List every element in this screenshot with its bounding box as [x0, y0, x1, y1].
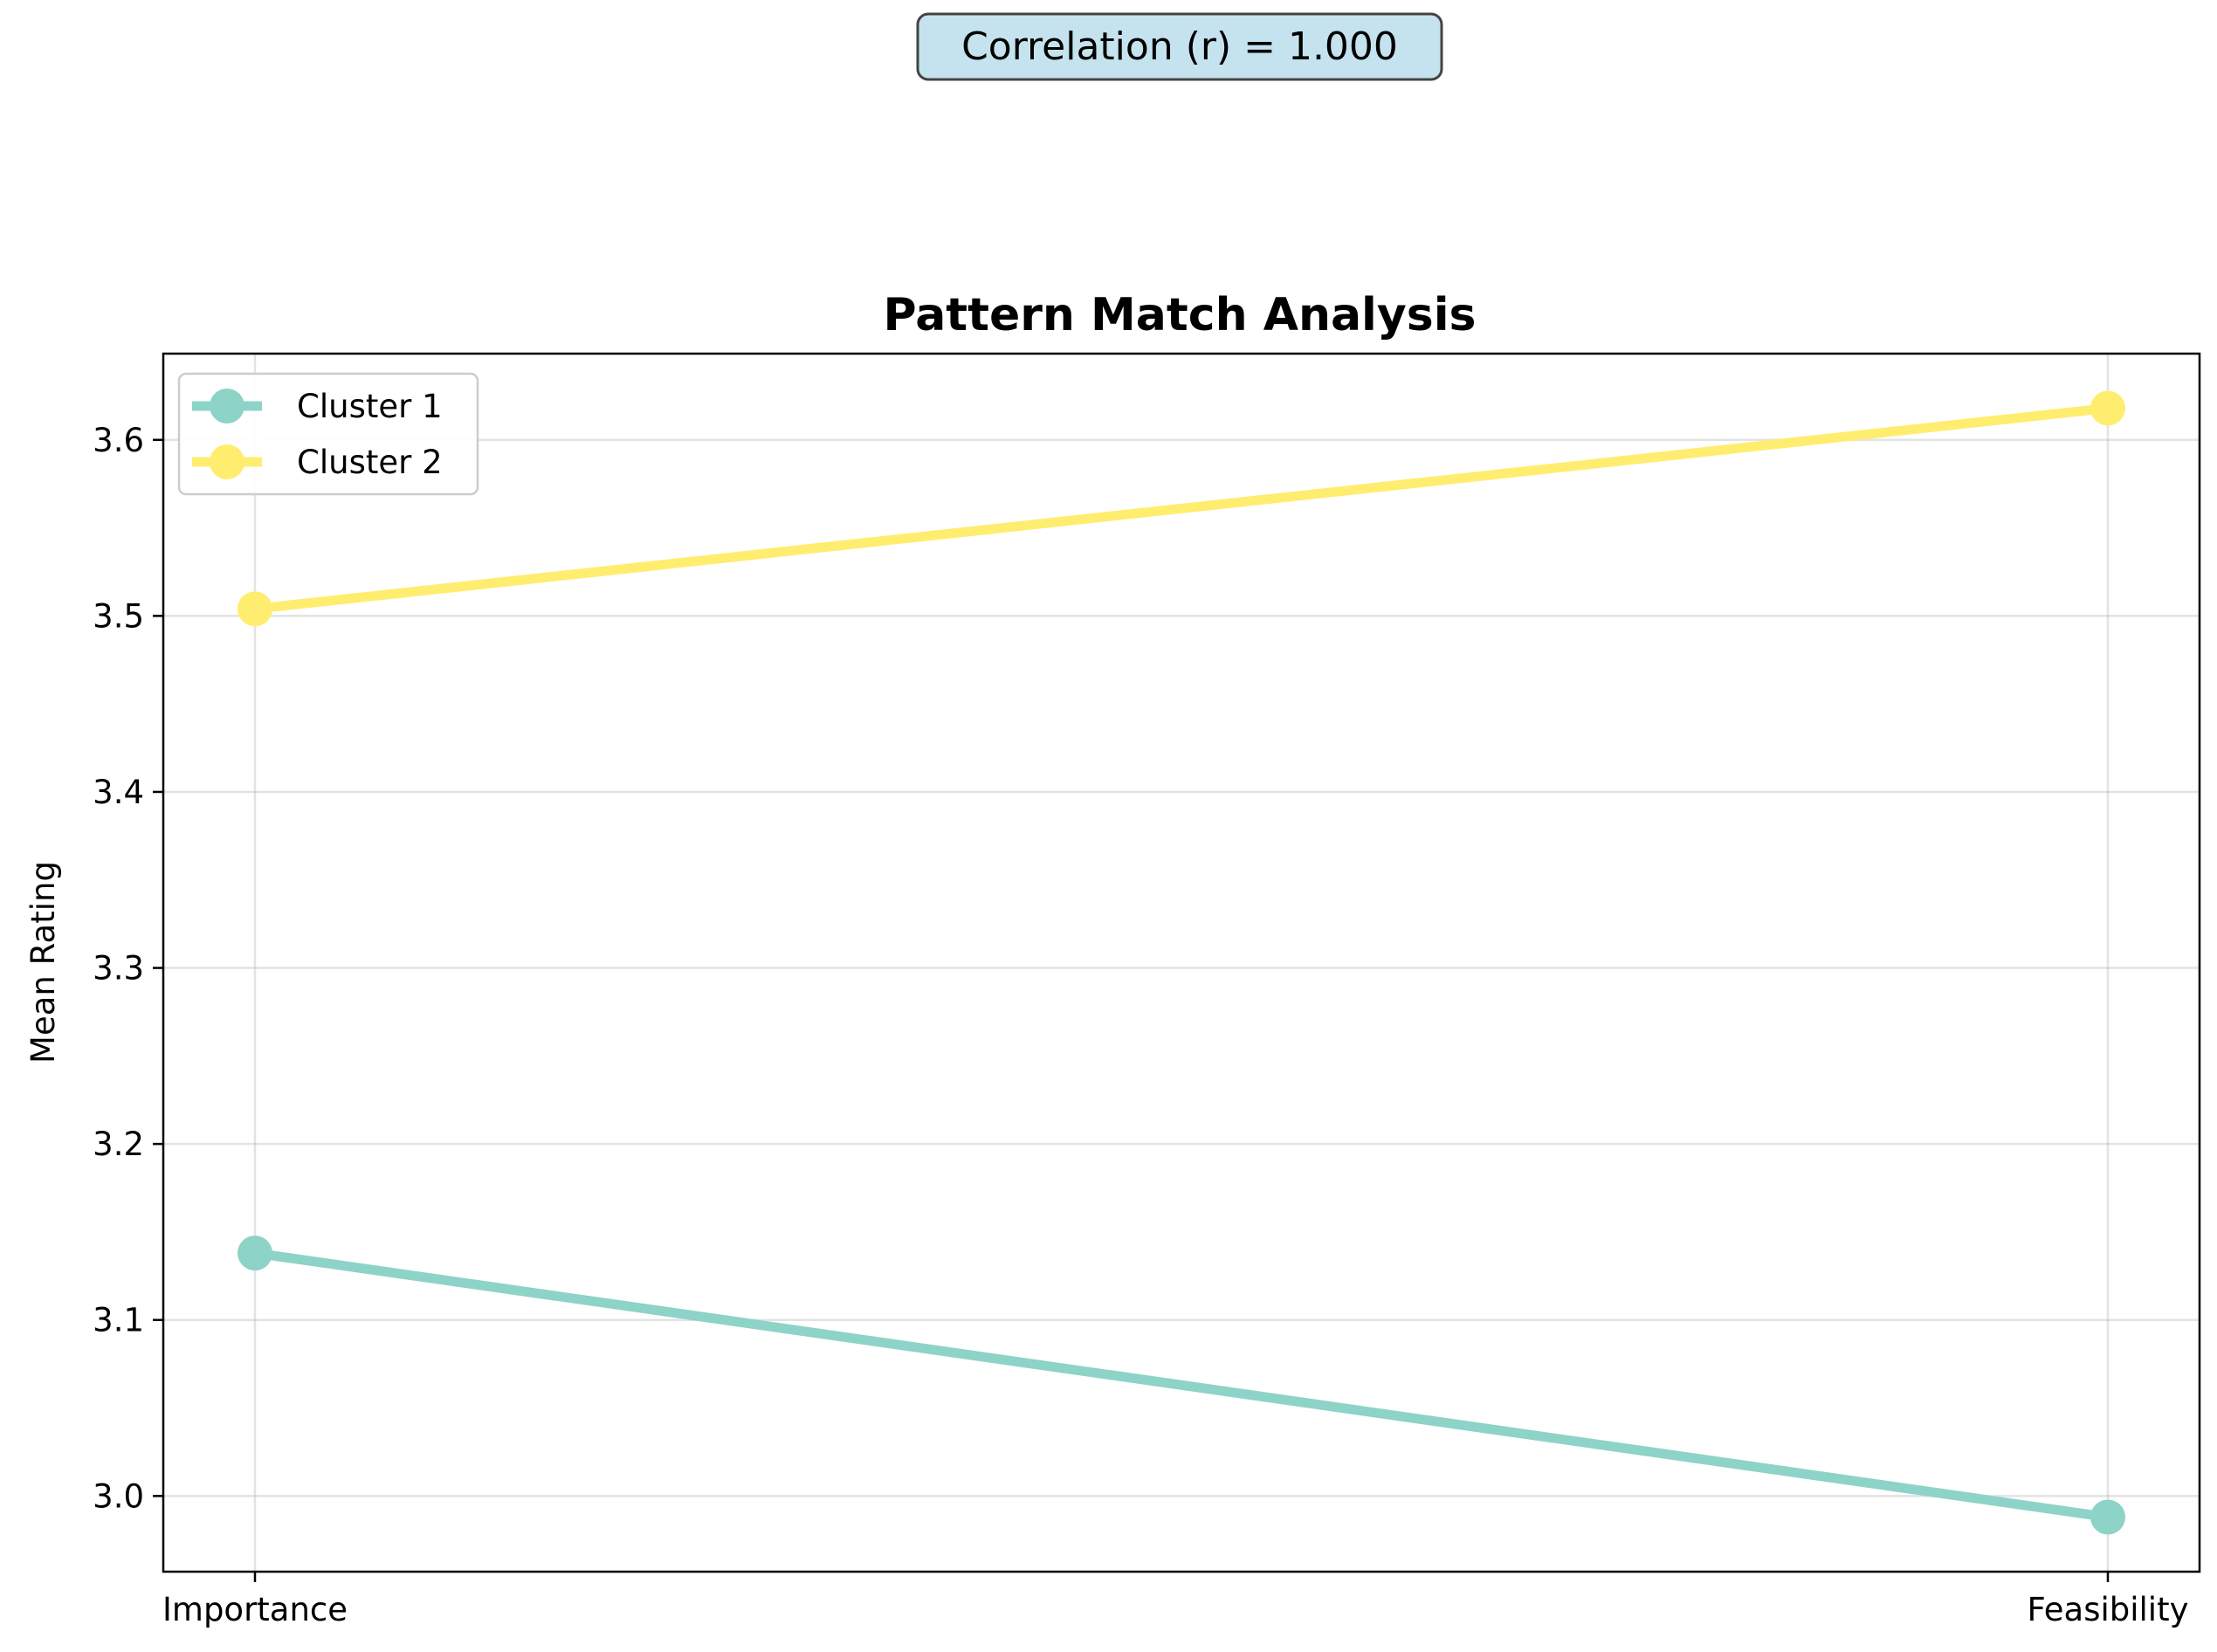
- correlation-annotation-text: Correlation (r) = 1.000: [961, 24, 1398, 69]
- grid-lines: [163, 354, 2200, 1572]
- plot-frame: [162, 352, 2201, 1573]
- y-tick-label: 3.3: [93, 950, 144, 988]
- series-line-2: [250, 403, 2113, 614]
- y-tick-label: 3.5: [93, 597, 144, 635]
- correlation-annotation-box: [916, 12, 1443, 81]
- legend-label-2: Cluster 2: [297, 444, 443, 481]
- legend-marker-2: [210, 444, 244, 479]
- y-tick-label: 3.4: [93, 774, 144, 811]
- y-tick-label: 3.1: [93, 1302, 144, 1339]
- x-axis-ticks: Importance Feasibility: [162, 1572, 2189, 1628]
- y-tick-label: 3.0: [93, 1477, 144, 1515]
- y-tick-label: 3.2: [93, 1125, 144, 1163]
- x-tick-label: Feasibility: [2028, 1591, 2189, 1628]
- series-layer: [238, 390, 2125, 1535]
- legend-marker-1: [210, 389, 244, 423]
- data-point-series-2: [238, 591, 272, 627]
- data-point-series-1: [238, 1236, 272, 1271]
- correlation-annotation: Correlation (r) = 1.000: [916, 12, 1443, 81]
- y-axis-label: Mean Rating: [24, 861, 62, 1063]
- series-line-1: [250, 1248, 2113, 1523]
- legend: Cluster 1 Cluster 2: [177, 372, 479, 496]
- y-axis-ticks: 3.0 3.1 3.2 3.3 3.4 3.5 3.6: [93, 422, 163, 1515]
- x-tick-label: Importance: [162, 1591, 348, 1628]
- y-tick-label: 3.6: [93, 422, 144, 459]
- data-point-series-2: [2090, 390, 2125, 426]
- legend-label-1: Cluster 1: [297, 388, 443, 425]
- chart-title: Pattern Match Analysis: [884, 289, 1477, 341]
- data-point-series-1: [2090, 1499, 2125, 1535]
